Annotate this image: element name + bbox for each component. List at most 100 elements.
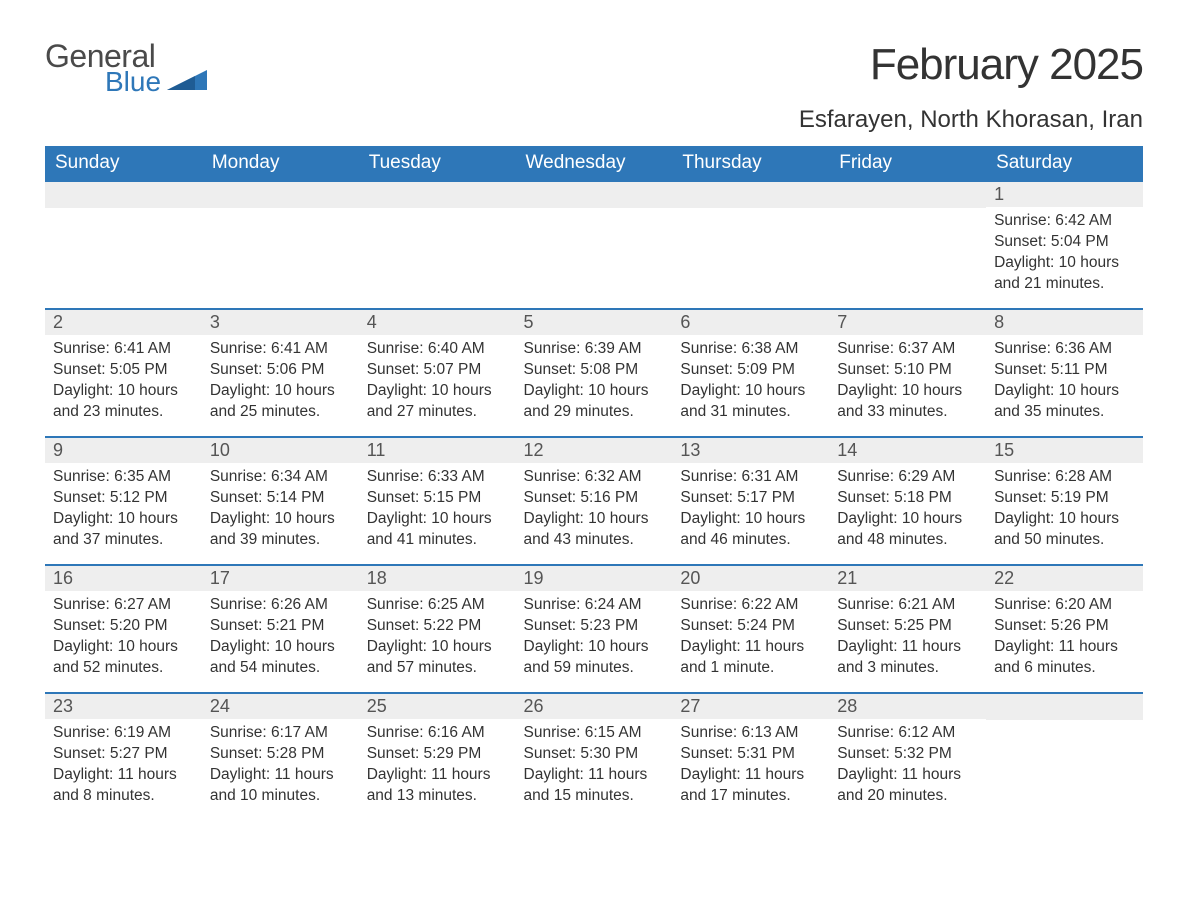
daylight-text: Daylight: 10 hours and 46 minutes. — [680, 509, 821, 551]
calendar-day-cell: 11Sunrise: 6:33 AMSunset: 5:15 PMDayligh… — [359, 437, 516, 565]
sunrise-text: Sunrise: 6:42 AM — [994, 211, 1135, 232]
sunset-text: Sunset: 5:25 PM — [837, 616, 978, 637]
day-number: 14 — [829, 438, 986, 463]
day-number-bar — [516, 182, 673, 208]
sunrise-text: Sunrise: 6:41 AM — [210, 339, 351, 360]
day-number: 18 — [359, 566, 516, 591]
day-details: Sunrise: 6:34 AMSunset: 5:14 PMDaylight:… — [202, 463, 359, 559]
day-number: 24 — [202, 694, 359, 719]
day-details: Sunrise: 6:13 AMSunset: 5:31 PMDaylight:… — [672, 719, 829, 815]
calendar-week-row: 1Sunrise: 6:42 AMSunset: 5:04 PMDaylight… — [45, 181, 1143, 309]
daylight-text: Daylight: 10 hours and 48 minutes. — [837, 509, 978, 551]
daylight-text: Daylight: 10 hours and 59 minutes. — [524, 637, 665, 679]
sunrise-text: Sunrise: 6:32 AM — [524, 467, 665, 488]
daylight-text: Daylight: 10 hours and 39 minutes. — [210, 509, 351, 551]
sunrise-text: Sunrise: 6:13 AM — [680, 723, 821, 744]
day-number: 5 — [516, 310, 673, 335]
sunset-text: Sunset: 5:12 PM — [53, 488, 194, 509]
calendar-week-row: 23Sunrise: 6:19 AMSunset: 5:27 PMDayligh… — [45, 693, 1143, 821]
day-details: Sunrise: 6:22 AMSunset: 5:24 PMDaylight:… — [672, 591, 829, 687]
daylight-text: Daylight: 10 hours and 52 minutes. — [53, 637, 194, 679]
daylight-text: Daylight: 11 hours and 1 minute. — [680, 637, 821, 679]
sunset-text: Sunset: 5:17 PM — [680, 488, 821, 509]
sunset-text: Sunset: 5:14 PM — [210, 488, 351, 509]
daylight-text: Daylight: 11 hours and 13 minutes. — [367, 765, 508, 807]
daylight-text: Daylight: 11 hours and 8 minutes. — [53, 765, 194, 807]
calendar-week-row: 2Sunrise: 6:41 AMSunset: 5:05 PMDaylight… — [45, 309, 1143, 437]
sunrise-text: Sunrise: 6:15 AM — [524, 723, 665, 744]
daylight-text: Daylight: 10 hours and 31 minutes. — [680, 381, 821, 423]
daylight-text: Daylight: 10 hours and 21 minutes. — [994, 253, 1135, 295]
day-number-bar — [672, 182, 829, 208]
sunrise-text: Sunrise: 6:16 AM — [367, 723, 508, 744]
day-number: 8 — [986, 310, 1143, 335]
calendar-day-cell — [986, 693, 1143, 821]
day-number-bar — [986, 694, 1143, 720]
daylight-text: Daylight: 11 hours and 10 minutes. — [210, 765, 351, 807]
day-details: Sunrise: 6:15 AMSunset: 5:30 PMDaylight:… — [516, 719, 673, 815]
daylight-text: Daylight: 11 hours and 20 minutes. — [837, 765, 978, 807]
sunset-text: Sunset: 5:18 PM — [837, 488, 978, 509]
sunrise-text: Sunrise: 6:22 AM — [680, 595, 821, 616]
day-details: Sunrise: 6:38 AMSunset: 5:09 PMDaylight:… — [672, 335, 829, 431]
calendar-day-cell: 10Sunrise: 6:34 AMSunset: 5:14 PMDayligh… — [202, 437, 359, 565]
sunset-text: Sunset: 5:21 PM — [210, 616, 351, 637]
day-number: 7 — [829, 310, 986, 335]
sunset-text: Sunset: 5:11 PM — [994, 360, 1135, 381]
sunrise-text: Sunrise: 6:39 AM — [524, 339, 665, 360]
daylight-text: Daylight: 11 hours and 6 minutes. — [994, 637, 1135, 679]
day-details: Sunrise: 6:19 AMSunset: 5:27 PMDaylight:… — [45, 719, 202, 815]
daylight-text: Daylight: 10 hours and 35 minutes. — [994, 381, 1135, 423]
day-number: 10 — [202, 438, 359, 463]
calendar-day-cell: 9Sunrise: 6:35 AMSunset: 5:12 PMDaylight… — [45, 437, 202, 565]
page-title: February 2025 — [799, 40, 1143, 90]
sunset-text: Sunset: 5:19 PM — [994, 488, 1135, 509]
day-details: Sunrise: 6:39 AMSunset: 5:08 PMDaylight:… — [516, 335, 673, 431]
day-number: 16 — [45, 566, 202, 591]
title-block: February 2025 Esfarayen, North Khorasan,… — [799, 40, 1143, 134]
calendar-day-cell — [829, 181, 986, 309]
logo: General Blue — [45, 40, 207, 96]
day-number: 9 — [45, 438, 202, 463]
sunrise-text: Sunrise: 6:35 AM — [53, 467, 194, 488]
sunset-text: Sunset: 5:10 PM — [837, 360, 978, 381]
calendar-day-cell: 5Sunrise: 6:39 AMSunset: 5:08 PMDaylight… — [516, 309, 673, 437]
day-number-bar — [829, 182, 986, 208]
header: General Blue February 2025 Esfarayen, No… — [45, 40, 1143, 134]
sunrise-text: Sunrise: 6:38 AM — [680, 339, 821, 360]
calendar-day-cell: 7Sunrise: 6:37 AMSunset: 5:10 PMDaylight… — [829, 309, 986, 437]
sunset-text: Sunset: 5:32 PM — [837, 744, 978, 765]
day-details: Sunrise: 6:37 AMSunset: 5:10 PMDaylight:… — [829, 335, 986, 431]
sunset-text: Sunset: 5:06 PM — [210, 360, 351, 381]
calendar-day-cell: 1Sunrise: 6:42 AMSunset: 5:04 PMDaylight… — [986, 181, 1143, 309]
calendar-day-cell — [672, 181, 829, 309]
daylight-text: Daylight: 10 hours and 27 minutes. — [367, 381, 508, 423]
day-number: 22 — [986, 566, 1143, 591]
calendar-day-cell — [359, 181, 516, 309]
calendar-day-cell: 28Sunrise: 6:12 AMSunset: 5:32 PMDayligh… — [829, 693, 986, 821]
day-details: Sunrise: 6:29 AMSunset: 5:18 PMDaylight:… — [829, 463, 986, 559]
calendar-day-cell: 2Sunrise: 6:41 AMSunset: 5:05 PMDaylight… — [45, 309, 202, 437]
day-details: Sunrise: 6:20 AMSunset: 5:26 PMDaylight:… — [986, 591, 1143, 687]
daylight-text: Daylight: 11 hours and 15 minutes. — [524, 765, 665, 807]
day-number: 15 — [986, 438, 1143, 463]
day-details: Sunrise: 6:25 AMSunset: 5:22 PMDaylight:… — [359, 591, 516, 687]
sunrise-text: Sunrise: 6:12 AM — [837, 723, 978, 744]
sunrise-text: Sunrise: 6:34 AM — [210, 467, 351, 488]
day-details: Sunrise: 6:35 AMSunset: 5:12 PMDaylight:… — [45, 463, 202, 559]
day-details: Sunrise: 6:32 AMSunset: 5:16 PMDaylight:… — [516, 463, 673, 559]
calendar-table: Sunday Monday Tuesday Wednesday Thursday… — [45, 146, 1143, 821]
sunrise-text: Sunrise: 6:29 AM — [837, 467, 978, 488]
sunset-text: Sunset: 5:22 PM — [367, 616, 508, 637]
sunrise-text: Sunrise: 6:31 AM — [680, 467, 821, 488]
day-number: 2 — [45, 310, 202, 335]
calendar-day-cell: 22Sunrise: 6:20 AMSunset: 5:26 PMDayligh… — [986, 565, 1143, 693]
day-details: Sunrise: 6:33 AMSunset: 5:15 PMDaylight:… — [359, 463, 516, 559]
day-details: Sunrise: 6:31 AMSunset: 5:17 PMDaylight:… — [672, 463, 829, 559]
day-number: 26 — [516, 694, 673, 719]
calendar-day-cell: 12Sunrise: 6:32 AMSunset: 5:16 PMDayligh… — [516, 437, 673, 565]
sunrise-text: Sunrise: 6:21 AM — [837, 595, 978, 616]
day-details: Sunrise: 6:28 AMSunset: 5:19 PMDaylight:… — [986, 463, 1143, 559]
sunrise-text: Sunrise: 6:17 AM — [210, 723, 351, 744]
daylight-text: Daylight: 10 hours and 25 minutes. — [210, 381, 351, 423]
